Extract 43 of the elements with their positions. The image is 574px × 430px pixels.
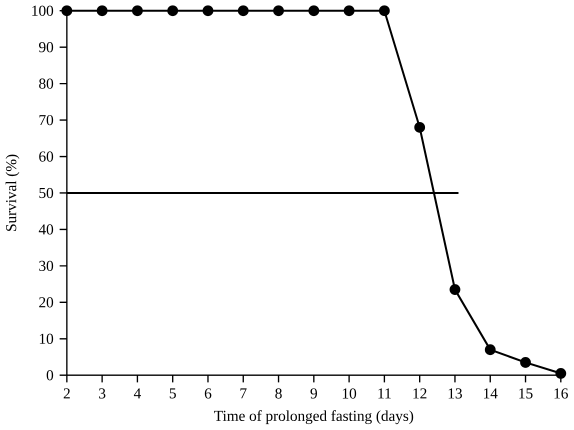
y-axis-title: Survival (%) <box>6 154 20 232</box>
y-tick-label: 10 <box>40 334 54 344</box>
y-tick-label: 80 <box>39 78 54 89</box>
x-tick-label: 9 <box>310 388 317 399</box>
x-tick-label: 2 <box>64 388 70 399</box>
point <box>344 5 355 16</box>
point <box>378 5 390 16</box>
x-tick-label: 3 <box>99 388 106 399</box>
point <box>484 344 496 356</box>
x-tick-label: 6 <box>204 388 212 399</box>
y-tick-label: 70 <box>40 115 54 126</box>
y-tick-label: 100 <box>32 6 54 16</box>
x-tick-label: 8 <box>275 388 282 399</box>
point <box>132 5 143 16</box>
point <box>238 5 249 16</box>
point <box>96 5 108 16</box>
point <box>308 5 320 16</box>
x-tick-label: 11 <box>378 388 391 398</box>
x-tick-label: 15 <box>519 388 533 399</box>
y-tick-label: 20 <box>39 297 54 308</box>
x-tick-label: 10 <box>342 388 356 399</box>
x-tick-label: 16 <box>554 388 568 399</box>
x-tick-label: 13 <box>448 388 462 399</box>
y-tick-label: 40 <box>38 224 54 235</box>
point <box>555 368 566 379</box>
x-tick-label: 7 <box>240 388 247 398</box>
point <box>414 122 426 133</box>
point <box>520 357 531 368</box>
point <box>202 5 214 16</box>
point <box>61 5 72 16</box>
x-axis-title: Time of prolonged fasting (days) <box>214 410 414 424</box>
point <box>450 284 460 296</box>
point <box>167 5 178 16</box>
y-tick-label: 90 <box>39 42 54 52</box>
y-tick-label: 60 <box>39 152 54 162</box>
y-tick-label: 50 <box>39 188 54 198</box>
point <box>273 5 284 16</box>
x-tick-label: 14 <box>484 388 498 398</box>
x-tick-label: 4 <box>134 388 141 398</box>
y-tick-label: 30 <box>39 260 54 272</box>
y-tick-label: 0 <box>46 370 54 380</box>
x-tick-label: 12 <box>413 388 426 399</box>
x-tick-label: 5 <box>170 388 176 399</box>
